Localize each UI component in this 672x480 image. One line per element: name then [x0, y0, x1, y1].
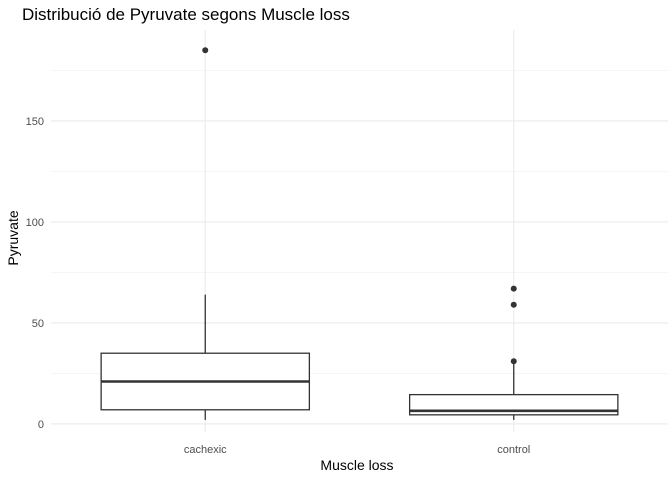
outlier-point: [202, 47, 209, 54]
boxplot-control: [408, 285, 619, 420]
x-axis-ticks: cachexic control: [184, 444, 530, 456]
x-tick-label: cachexic: [184, 444, 227, 456]
y-tick-label: 150: [26, 116, 44, 128]
y-tick-label: 100: [26, 217, 44, 229]
x-axis-title: Muscle loss: [320, 457, 393, 473]
y-tick-label: 50: [32, 318, 44, 330]
y-tick-label: 0: [38, 419, 44, 431]
y-axis-title: Pyruvate: [5, 210, 21, 265]
outlier-point: [510, 358, 517, 365]
boxplot-cachexic: [100, 47, 311, 420]
outlier-point: [510, 285, 517, 292]
chart-title: Distribució de Pyruvate segons Muscle lo…: [22, 5, 350, 24]
x-tick-label: control: [497, 444, 530, 456]
outlier-point: [510, 301, 517, 308]
y-axis-ticks: 0 50 100 150: [26, 116, 44, 431]
boxplots: [100, 47, 619, 420]
